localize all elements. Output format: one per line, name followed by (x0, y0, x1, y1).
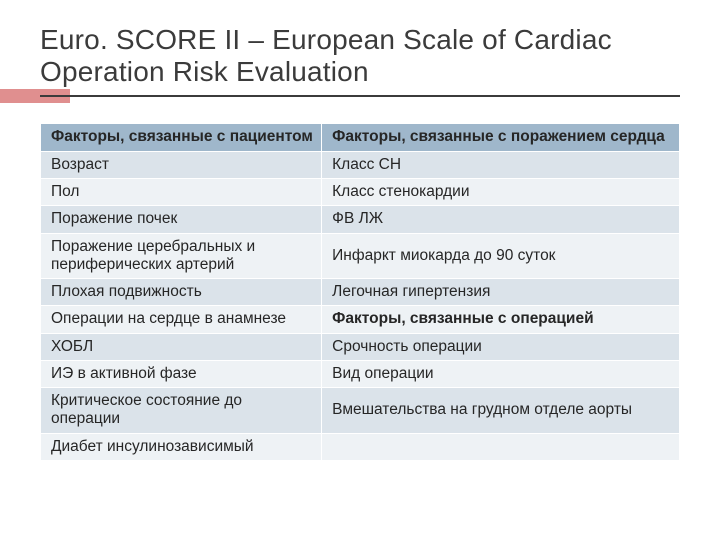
cell-right: ФВ ЛЖ (322, 206, 680, 233)
slide: Euro. SCORE II – European Scale of Cardi… (0, 0, 720, 540)
cell-right: Срочность операции (322, 333, 680, 360)
cell-left: Диабет инсулинозависимый (41, 433, 322, 460)
cell-left: Поражение церебральных и периферических … (41, 233, 322, 279)
table-header-row: Факторы, связанные с пациентом Факторы, … (41, 124, 680, 151)
table-row: ХОБЛСрочность операции (41, 333, 680, 360)
table-row: Диабет инсулинозависимый (41, 433, 680, 460)
title-underline (40, 94, 680, 97)
cell-right (322, 433, 680, 460)
cell-left: ХОБЛ (41, 333, 322, 360)
table-row: ПолКласс стенокардии (41, 178, 680, 205)
table-row: Операции на сердце в анамнезеФакторы, св… (41, 306, 680, 333)
page-title: Euro. SCORE II – European Scale of Cardi… (40, 24, 680, 88)
cell-left: Критическое состояние до операции (41, 388, 322, 434)
table-row: Поражение церебральных и периферических … (41, 233, 680, 279)
cell-right: Факторы, связанные с операцией (322, 306, 680, 333)
cell-left: Пол (41, 178, 322, 205)
cell-right: Вид операции (322, 360, 680, 387)
header-left: Факторы, связанные с пациентом (41, 124, 322, 151)
table-body: Факторы, связанные с пациентом Факторы, … (41, 124, 680, 461)
table-row: Критическое состояние до операцииВмешате… (41, 388, 680, 434)
table-row: ВозрастКласс СН (41, 151, 680, 178)
cell-left: Поражение почек (41, 206, 322, 233)
table-row: Поражение почекФВ ЛЖ (41, 206, 680, 233)
factors-table: Факторы, связанные с пациентом Факторы, … (40, 123, 680, 461)
cell-right: Класс стенокардии (322, 178, 680, 205)
cell-right: Вмешательства на грудном отделе аорты (322, 388, 680, 434)
cell-right: Инфаркт миокарда до 90 суток (322, 233, 680, 279)
title-block: Euro. SCORE II – European Scale of Cardi… (40, 24, 680, 97)
header-right: Факторы, связанные с поражением сердца (322, 124, 680, 151)
title-line (40, 95, 680, 97)
cell-left: Операции на сердце в анамнезе (41, 306, 322, 333)
cell-right: Класс СН (322, 151, 680, 178)
cell-left: ИЭ в активной фазе (41, 360, 322, 387)
cell-left: Плохая подвижность (41, 279, 322, 306)
table-row: ИЭ в активной фазеВид операции (41, 360, 680, 387)
table-row: Плохая подвижностьЛегочная гипертензия (41, 279, 680, 306)
cell-left: Возраст (41, 151, 322, 178)
cell-right: Легочная гипертензия (322, 279, 680, 306)
